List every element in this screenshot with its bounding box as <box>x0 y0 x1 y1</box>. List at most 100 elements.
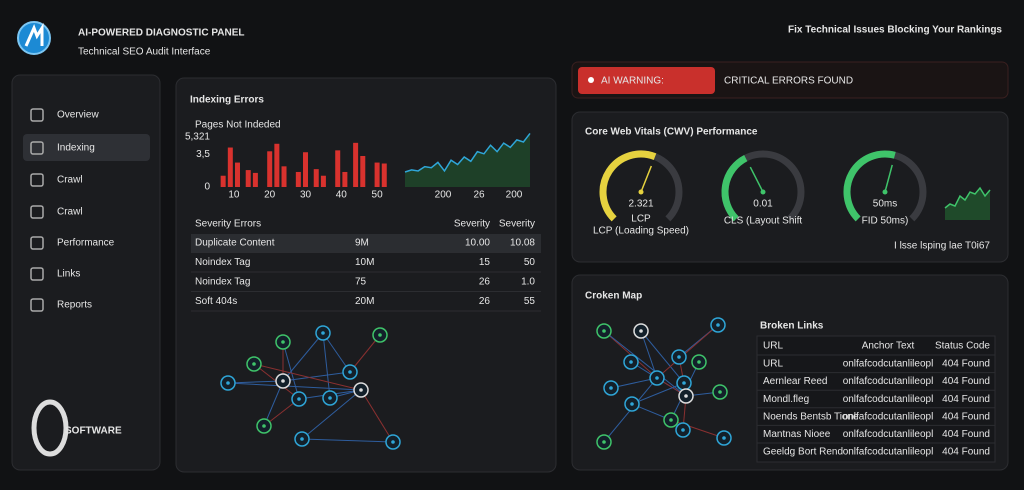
bar <box>303 152 308 187</box>
graph-node-core <box>226 381 230 385</box>
warning-text: CRITICAL ERRORS FOUND <box>724 76 853 87</box>
gauge-fill <box>599 150 657 222</box>
nav-item[interactable]: Crawl <box>57 207 83 218</box>
warning-badge-text: AI WARNING: <box>601 76 664 87</box>
graph-edge <box>301 438 394 443</box>
table-cell: 10M <box>355 257 374 268</box>
gauge-hub <box>882 189 888 195</box>
graph-node-core <box>297 397 301 401</box>
panel-title: Indexing Errors <box>190 95 264 106</box>
gauge-fill <box>721 155 748 222</box>
table-cell: 75 <box>355 277 367 288</box>
nav-item[interactable]: Crawl <box>57 175 83 186</box>
logo-mark <box>24 22 44 47</box>
graph-node-core <box>722 436 726 440</box>
panel <box>571 111 1009 263</box>
nav-icon <box>30 205 44 219</box>
graph-node-core <box>378 333 382 337</box>
panel <box>11 74 161 471</box>
nav-item[interactable]: Overview <box>57 110 99 121</box>
graph-edge <box>322 332 351 373</box>
nav-icon <box>30 108 44 122</box>
warning-dot <box>588 77 594 83</box>
nav-icon <box>30 236 44 250</box>
graph-node-core <box>684 394 688 398</box>
table-cell: 404 Found <box>942 447 990 458</box>
chart-label: Pages Not Indeded <box>195 120 281 131</box>
bar <box>342 171 348 187</box>
table-cell: onlfafcodcutanlileopl <box>843 394 934 405</box>
table-title: Broken Links <box>760 321 824 332</box>
x-tick-label: 50 <box>372 190 384 201</box>
table-cell: 26 <box>479 277 491 288</box>
nav-icon <box>30 141 44 155</box>
gauge-caption: CLS (Layout Shift <box>724 216 803 227</box>
table-cell: 404 Found <box>942 359 990 370</box>
nav-item[interactable]: Reports <box>57 300 92 311</box>
graph-node-core <box>281 379 285 383</box>
table-header: URL <box>763 341 783 352</box>
nav-icon <box>30 298 44 312</box>
table-cell: 404 Found <box>942 394 990 405</box>
graph-edge <box>631 382 685 405</box>
table-cell: Noindex Tag <box>195 277 250 288</box>
graph-edge <box>301 389 362 440</box>
gauge-value: 0.01 <box>753 199 773 210</box>
table-cell: 55 <box>524 296 536 307</box>
active-item <box>23 134 150 161</box>
table-cell: Noindex Tag <box>195 257 250 268</box>
graph-edge <box>656 324 719 379</box>
table-cell: 26 <box>479 296 491 307</box>
table-header: Severity <box>499 219 535 230</box>
nav-item[interactable]: Performance <box>57 238 115 249</box>
graph-edge <box>640 330 658 379</box>
y-tick-label: 5,321 <box>185 132 210 143</box>
table-cell: Geeldg Bort Rend <box>763 447 843 458</box>
graph-node-core <box>716 323 720 327</box>
graph-edge <box>349 334 381 373</box>
graph-node-core <box>281 340 285 344</box>
cwv-note: I lsse lsping lae T0i67 <box>894 241 990 252</box>
gauge-value: 2.321 <box>628 199 653 210</box>
line <box>404 132 531 173</box>
table-cell: 404 Found <box>942 411 990 422</box>
bar <box>227 147 233 187</box>
graph-edge <box>610 377 658 389</box>
graph-edge <box>227 382 362 391</box>
graph-node-core <box>630 402 634 406</box>
graph-edge <box>603 330 687 397</box>
nav-item[interactable]: Indexing <box>57 143 95 154</box>
gauge-label: LCP <box>631 214 651 225</box>
table-header: Severity <box>454 219 490 230</box>
graph-node-core <box>682 381 686 385</box>
gauge-needle <box>640 165 653 193</box>
panel <box>175 77 557 473</box>
nav-icon <box>30 267 44 281</box>
warning-badge <box>578 67 715 94</box>
bar <box>313 169 319 187</box>
area <box>405 133 530 187</box>
graph-node-core <box>677 355 681 359</box>
panel-title: Core Web Vitals (CWV) Performance <box>585 127 758 138</box>
table-cell: onlfafcodcutanlileopl <box>843 429 934 440</box>
graph-node-core <box>262 424 266 428</box>
title: AI-POWERED DIAGNOSTIC PANEL <box>78 28 244 39</box>
graph-edge <box>263 380 284 427</box>
nav-item[interactable]: Links <box>57 269 80 280</box>
x-tick-label: 200 <box>435 190 452 201</box>
table-cell: 1.0 <box>521 277 535 288</box>
x-tick-label: 26 <box>473 190 485 201</box>
bar <box>252 172 258 187</box>
bar <box>234 162 240 187</box>
panel-title: Croken Map <box>585 291 642 302</box>
bar <box>320 175 326 187</box>
gauge-fill <box>843 150 896 222</box>
table-cell: onlfafcodcutanlileopl <box>843 359 934 370</box>
graph-node-core <box>602 440 606 444</box>
graph-node-core <box>669 418 673 422</box>
table-cell: Aernlear Reed <box>763 376 827 387</box>
table-cell: 9M <box>355 238 369 249</box>
graph-node-core <box>359 388 363 392</box>
sparkline-area <box>945 188 990 220</box>
